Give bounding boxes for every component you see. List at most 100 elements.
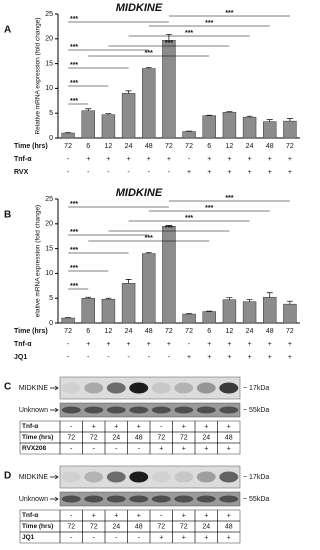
y-tick-label: 20 bbox=[45, 221, 53, 228]
bar bbox=[121, 93, 136, 139]
condition-sign: - bbox=[87, 354, 90, 361]
condition-sign: + bbox=[248, 156, 252, 163]
error-bar bbox=[125, 90, 132, 94]
cell-value: - bbox=[138, 534, 141, 541]
cell-value: - bbox=[93, 534, 96, 541]
error-bar bbox=[105, 297, 112, 300]
chart-title: MIDKINE bbox=[116, 2, 163, 14]
bar bbox=[81, 110, 95, 139]
condition-sign: + bbox=[167, 341, 171, 348]
condition-sign: + bbox=[167, 156, 171, 163]
x-tick-label: 72 bbox=[165, 143, 173, 150]
cell-value: 72 bbox=[67, 523, 75, 530]
cell-value: + bbox=[182, 512, 186, 519]
blot-band bbox=[61, 495, 81, 503]
size-label: ~ 55kDa bbox=[243, 496, 269, 503]
x-tick-label: 24 bbox=[125, 328, 133, 335]
blot-band bbox=[84, 406, 104, 414]
y-tick-label: 10 bbox=[45, 85, 53, 92]
row-label: RVX208 bbox=[22, 445, 46, 452]
x-tick-label: 12 bbox=[105, 143, 113, 150]
cell-value: + bbox=[114, 423, 118, 430]
blot-band bbox=[196, 471, 216, 483]
panel-letter: A bbox=[4, 25, 11, 36]
error-bar bbox=[266, 292, 273, 298]
y-tick-label: 10 bbox=[45, 270, 53, 277]
condition-sign: + bbox=[127, 341, 131, 348]
condition-sign: + bbox=[248, 341, 252, 348]
condition-sign: + bbox=[207, 169, 211, 176]
blot-band bbox=[106, 382, 126, 394]
significance-label: *** bbox=[145, 235, 153, 242]
panel-letter: B bbox=[4, 210, 11, 221]
x-tick-label: 24 bbox=[246, 328, 254, 335]
size-label: ~ 17kDa bbox=[243, 385, 269, 392]
significance-label: *** bbox=[70, 44, 78, 51]
x-tick-label: 72 bbox=[185, 143, 193, 150]
blot-band bbox=[196, 382, 216, 394]
band-label: Unknown bbox=[19, 496, 48, 503]
blot-band bbox=[84, 382, 104, 394]
bar bbox=[263, 121, 277, 139]
x-axis-label: Time (hrs) bbox=[14, 328, 48, 335]
condition-sign: + bbox=[288, 354, 292, 361]
significance-label: *** bbox=[70, 229, 78, 236]
blot-band bbox=[196, 495, 216, 503]
cell-value: + bbox=[182, 423, 186, 430]
condition-sign: + bbox=[227, 169, 231, 176]
significance-label: *** bbox=[205, 205, 213, 212]
blot-band bbox=[219, 471, 239, 483]
bar bbox=[242, 116, 257, 139]
cell-value: - bbox=[93, 445, 96, 452]
bar bbox=[61, 317, 75, 324]
blot-band bbox=[219, 495, 239, 503]
y-axis-label: Relative mRNA expression (fold change) bbox=[35, 17, 42, 134]
significance-label: *** bbox=[205, 20, 213, 27]
cell-value: + bbox=[182, 445, 186, 452]
condition-sign: + bbox=[268, 341, 272, 348]
cell-value: 72 bbox=[180, 523, 188, 530]
size-label: ~ 55kDa bbox=[243, 407, 269, 414]
table-cell bbox=[217, 442, 241, 455]
bar bbox=[202, 311, 216, 324]
bar bbox=[162, 40, 176, 139]
cell-value: 72 bbox=[67, 434, 75, 441]
significance-label: *** bbox=[70, 98, 78, 105]
y-tick-label: 25 bbox=[45, 196, 53, 203]
x-tick-label: 6 bbox=[86, 143, 90, 150]
bar bbox=[142, 253, 156, 324]
condition-sign: + bbox=[207, 156, 211, 163]
cell-value: + bbox=[227, 423, 231, 430]
significance-label: *** bbox=[70, 62, 78, 69]
blot-band bbox=[151, 406, 171, 414]
band-arrow bbox=[50, 407, 59, 413]
bar bbox=[61, 132, 75, 139]
significance-label: *** bbox=[165, 225, 173, 232]
blot-band bbox=[219, 382, 239, 394]
blot-band bbox=[129, 406, 149, 414]
x-tick-label: 6 bbox=[86, 328, 90, 335]
cell-value: 24 bbox=[202, 434, 210, 441]
condition-sign: - bbox=[67, 354, 70, 361]
x-tick-label: 6 bbox=[207, 143, 211, 150]
condition-sign: - bbox=[148, 169, 151, 176]
significance-label: *** bbox=[145, 50, 153, 57]
condition-sign: - bbox=[107, 354, 110, 361]
x-tick-label: 12 bbox=[226, 143, 234, 150]
bar bbox=[222, 299, 237, 324]
condition-sign: + bbox=[288, 341, 292, 348]
condition-sign: - bbox=[67, 169, 70, 176]
band-arrow bbox=[50, 474, 59, 480]
condition-sign: + bbox=[127, 156, 131, 163]
blot-band bbox=[151, 471, 171, 483]
condition-sign: + bbox=[288, 156, 292, 163]
condition-sign: + bbox=[268, 169, 272, 176]
blot-band bbox=[61, 406, 81, 414]
cell-value: + bbox=[204, 534, 208, 541]
blot-band bbox=[174, 471, 194, 483]
error-bar bbox=[125, 279, 132, 284]
significance-label: *** bbox=[225, 195, 233, 202]
condition-sign: - bbox=[67, 156, 70, 163]
cell-value: 48 bbox=[225, 523, 233, 530]
condition-sign: + bbox=[227, 354, 231, 361]
